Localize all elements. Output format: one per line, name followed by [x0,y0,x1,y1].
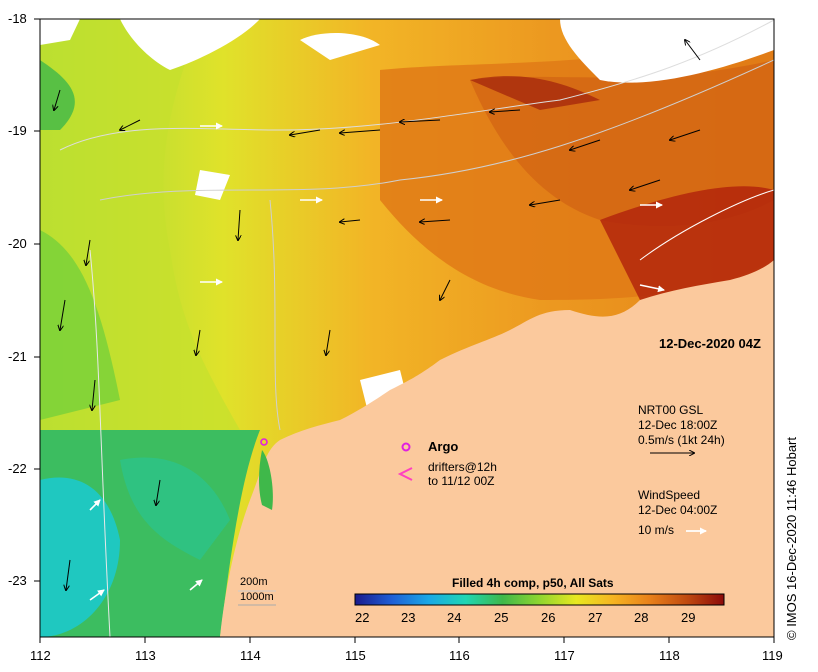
wind-date: 12-Dec 04:00Z [638,503,718,517]
argo-float-icon [260,438,268,446]
current-vectors [54,40,701,590]
lon-tick: 117 [554,648,575,663]
lon-tick: 112 [30,648,51,663]
colorbar-title: Filled 4h comp, p50, All Sats [452,576,614,590]
colorbar-tick: 24 [447,610,462,625]
lat-tick: -20 [8,236,27,251]
wind-vectors [89,122,665,601]
colorbar-tick: 25 [494,610,509,625]
contour-1000-label: 1000m [240,591,274,603]
wind-speed: 10 m/s [638,523,675,537]
contour-200-label: 200m [240,576,268,588]
gsl-speed: 0.5m/s (1kt 24h) [638,433,725,447]
gsl-date: 12-Dec 18:00Z [638,418,718,432]
argo-marker [401,442,411,452]
lon-tick: 118 [659,648,680,663]
colorbar-tick: 29 [681,610,696,625]
colorbar-tick: 22 [355,610,370,625]
drifter-marker [397,467,413,481]
drifter-label: drifters@12h [428,460,497,474]
lon-tick: 119 [762,648,783,663]
colorbar-tick: 23 [401,610,416,625]
colorbar-tick: 28 [634,610,649,625]
lat-tick: -21 [8,349,27,364]
date-stamp: 12-Dec-2020 04Z [659,336,761,351]
lat-tick: -23 [8,573,27,588]
lat-tick: -22 [8,461,27,476]
lat-tick: -19 [8,123,27,138]
lon-tick: 113 [135,648,156,663]
argo-label: Argo [428,439,459,454]
sst-field [40,19,774,637]
lat-tick: -18 [8,11,27,26]
lon-tick: 116 [449,648,470,663]
copyright-label: © IMOS 16-Dec-2020 11:46 Hobart [784,437,799,640]
colorbar-tick: 26 [541,610,556,625]
lon-tick: 115 [345,648,366,663]
wind-title: WindSpeed [638,488,701,502]
gsl-title: NRT00 GSL [638,403,704,417]
lon-tick: 114 [240,648,261,663]
colorbar [354,593,725,606]
colorbar-tick: 27 [588,610,603,625]
drifter-sublabel: to 11/12 00Z [428,474,495,488]
